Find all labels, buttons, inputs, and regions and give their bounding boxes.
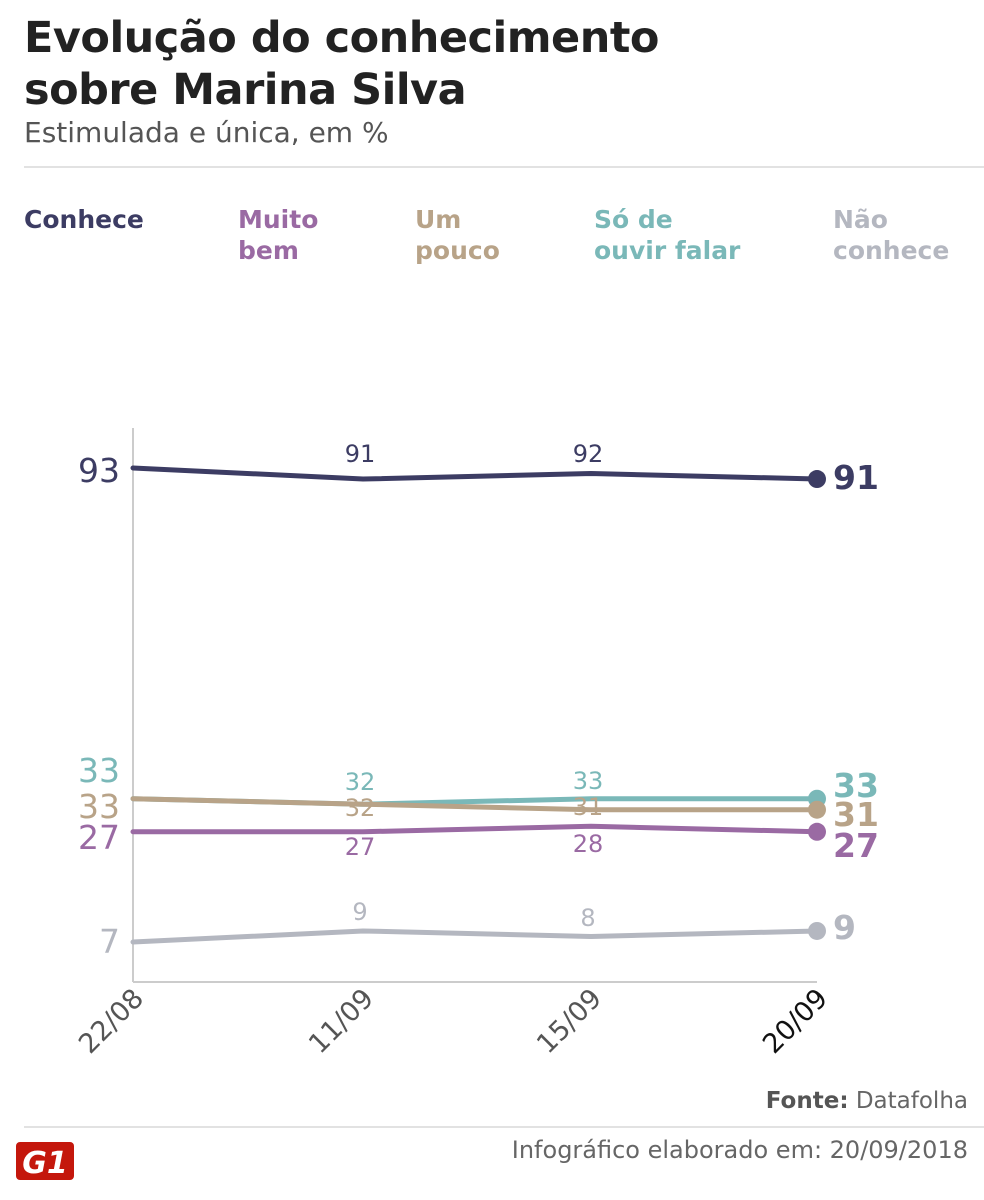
g1-logo: G1	[16, 1142, 74, 1181]
endpoint-marker-nao-conhece	[808, 921, 826, 940]
series-line-nao-conhece	[130, 928, 820, 945]
header-divider	[24, 166, 984, 168]
legend-item-so-de-ouvir-falar: Só de ouvir falar	[594, 205, 741, 265]
end-value-label: 31	[833, 795, 879, 834]
legend-item-um-pouco: Um pouco	[415, 205, 500, 265]
legend-item-nao-conhece: Não conhece	[833, 205, 950, 265]
svg-text:G1: G1	[22, 1146, 68, 1181]
data-label: 8	[580, 904, 595, 932]
chart-title: Evolução do conhecimento sobre Marina Si…	[24, 12, 659, 116]
series-line-conhece	[130, 465, 820, 482]
end-value-label: 33	[833, 766, 879, 805]
data-label: 92	[573, 440, 604, 468]
data-label: 31	[573, 793, 604, 821]
x-tick-label: 20/09	[757, 983, 834, 1060]
title-line-2: sobre Marina Silva	[24, 65, 467, 115]
x-tick-label: 22/08	[73, 983, 150, 1060]
endpoint-marker-um-pouco	[808, 800, 826, 819]
data-label: 27	[345, 833, 376, 861]
source-note: Fonte: Datafolha	[765, 1088, 968, 1114]
data-label: 28	[573, 830, 604, 858]
legend-item-conhece: Conhece	[24, 205, 144, 234]
data-label: 33	[573, 767, 604, 795]
data-label: 32	[345, 768, 376, 796]
data-label: 9	[352, 898, 367, 926]
series-line-um-pouco	[130, 796, 820, 813]
start-value-label: 93	[78, 451, 120, 490]
endpoint-marker-conhece	[808, 470, 826, 489]
infographic-credit: Infográfico elaborado em: 20/09/2018	[511, 1136, 968, 1164]
end-value-label: 9	[833, 908, 856, 947]
start-value-label: 27	[78, 818, 120, 857]
start-value-label: 7	[99, 922, 120, 961]
start-value-label: 33	[78, 751, 120, 790]
end-value-label: 91	[833, 458, 879, 497]
start-value-label: 33	[78, 787, 120, 826]
end-value-label: 27	[833, 826, 879, 865]
data-label: 91	[345, 440, 376, 468]
x-tick-label: 11/09	[303, 983, 380, 1060]
x-tick-label: 15/09	[531, 983, 608, 1060]
endpoint-marker-muito-bem	[808, 822, 826, 841]
chart-subtitle: Estimulada e única, em %	[24, 116, 389, 149]
legend-item-muito-bem: Muito bem	[238, 205, 319, 265]
data-label: 32	[345, 794, 376, 822]
series-line-muito-bem	[130, 823, 820, 835]
title-line-1: Evolução do conhecimento	[24, 13, 659, 63]
footer-divider	[24, 1126, 984, 1128]
